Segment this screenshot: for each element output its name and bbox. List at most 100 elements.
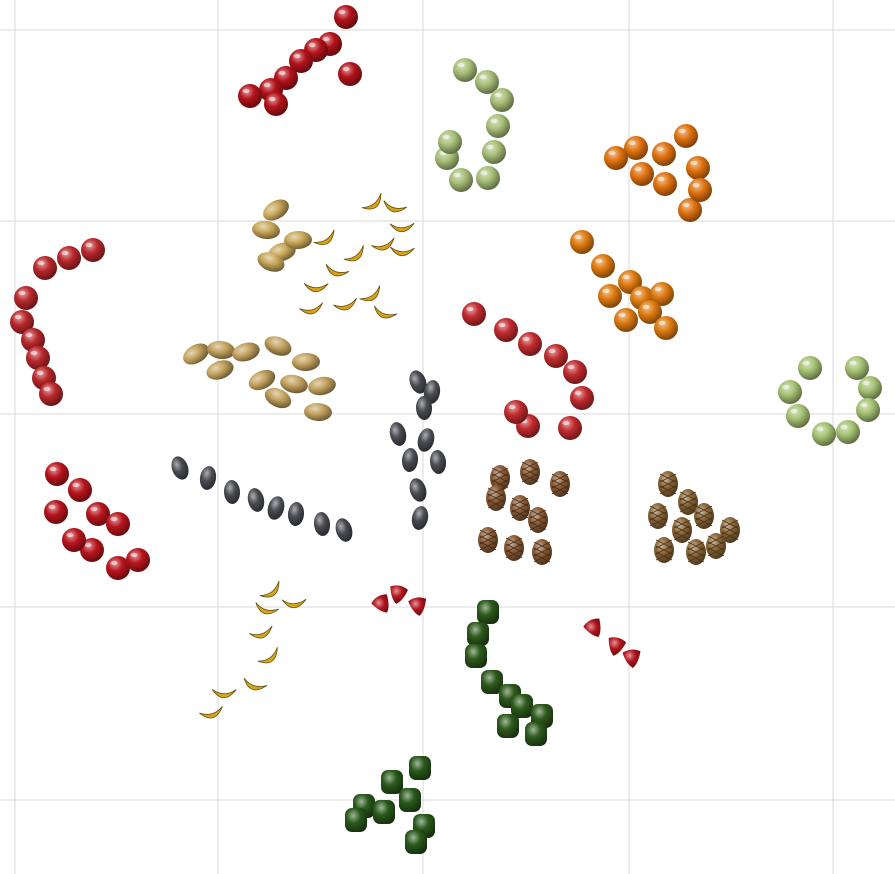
cluster-16 [371, 585, 641, 668]
fruit-point [478, 527, 498, 553]
fruit-point [449, 168, 473, 192]
fruit-point [359, 285, 381, 302]
fruit-point [525, 722, 547, 746]
fruit-point [544, 344, 568, 368]
fruit-point [287, 502, 305, 526]
fruit-point [648, 503, 668, 529]
fruit-point [477, 600, 499, 624]
fruit-point [453, 58, 477, 82]
fruit-point [313, 229, 335, 246]
fruit-point [608, 637, 627, 656]
fruit-point [481, 670, 503, 694]
fruit-point [252, 220, 280, 240]
fruit-point [371, 594, 389, 613]
cluster-5 [10, 238, 105, 406]
fruit-point [504, 400, 528, 424]
fruit-point [558, 416, 582, 440]
fruit-point [465, 644, 487, 668]
fruit-point [411, 506, 429, 530]
fruit-point [678, 198, 702, 222]
fruit-point [845, 356, 869, 380]
fruit-point [624, 136, 648, 160]
cluster-1 [435, 58, 514, 192]
fruit-point [381, 770, 403, 794]
fruit-point [482, 140, 506, 164]
fruit-point [720, 517, 740, 543]
cluster-11 [44, 462, 150, 580]
fruit-point [417, 428, 435, 452]
fruit-point [497, 714, 519, 738]
fruit-point [45, 462, 69, 486]
fruit-point [373, 305, 398, 319]
fruit-point [343, 245, 364, 262]
fruit-point [243, 677, 268, 691]
fruit-point [57, 246, 81, 270]
fruit-point [409, 756, 431, 780]
fruit-point [858, 376, 882, 400]
fruit-point [409, 370, 427, 394]
fruit-point [263, 199, 289, 221]
fruit-point [247, 488, 265, 512]
fruit-point [106, 512, 130, 536]
cluster-7 [462, 302, 594, 440]
fruit-point [264, 336, 292, 356]
cluster-4 [299, 192, 415, 319]
fruit-point [199, 466, 217, 490]
fruit-point [778, 380, 802, 404]
fruit-point [486, 114, 510, 138]
fruit-point [401, 448, 419, 472]
fruit-point [199, 705, 223, 719]
cluster-17 [465, 600, 553, 746]
fruit-point [409, 478, 427, 502]
cluster-12 [171, 456, 353, 542]
cluster-3 [252, 199, 312, 272]
fruit-point [678, 489, 698, 515]
fruit-point [304, 402, 332, 422]
fruit-point [475, 70, 499, 94]
fruit-point [126, 548, 150, 572]
fruit-point [21, 328, 45, 352]
fruit-point [856, 398, 880, 422]
fruit-point [345, 808, 367, 832]
fruit-point [415, 396, 433, 420]
fruit-point [672, 517, 692, 543]
fruit-point [284, 230, 312, 250]
fruit-point [292, 352, 320, 372]
fruit-point [255, 602, 280, 615]
fruit-point [257, 647, 278, 664]
fruit-point [371, 237, 395, 251]
fruit-point [206, 360, 234, 380]
cluster-10 [389, 370, 447, 530]
fruit-point [44, 500, 68, 524]
fruit-point [257, 252, 285, 272]
fruit-point [511, 694, 533, 718]
fruit-point [563, 360, 587, 384]
fruit-point [338, 62, 362, 86]
fruit-point [80, 538, 104, 562]
fruit-point [654, 537, 674, 563]
fruit-point [429, 450, 447, 474]
fruit-point [207, 340, 235, 360]
fruit-point [614, 308, 638, 332]
fruit-point [390, 246, 415, 257]
fruit-point [688, 178, 712, 202]
fruit-point [106, 556, 130, 580]
fruit-point [622, 649, 641, 668]
fruit-point [10, 310, 34, 334]
fruit-point [14, 286, 38, 310]
fruit-point [334, 5, 358, 29]
fruit-point [486, 485, 506, 511]
fruit-point [249, 625, 273, 639]
fruit-point [528, 507, 548, 533]
fruit-point [467, 622, 489, 646]
fruit-point [81, 238, 105, 262]
fruit-point [836, 420, 860, 444]
fruit-point [591, 254, 615, 278]
fruit-point [490, 88, 514, 112]
fruit-point [308, 376, 336, 396]
fruit-point [583, 618, 601, 637]
cluster-15 [199, 580, 307, 719]
fruit-point [518, 332, 542, 356]
fruit-point [510, 495, 530, 521]
